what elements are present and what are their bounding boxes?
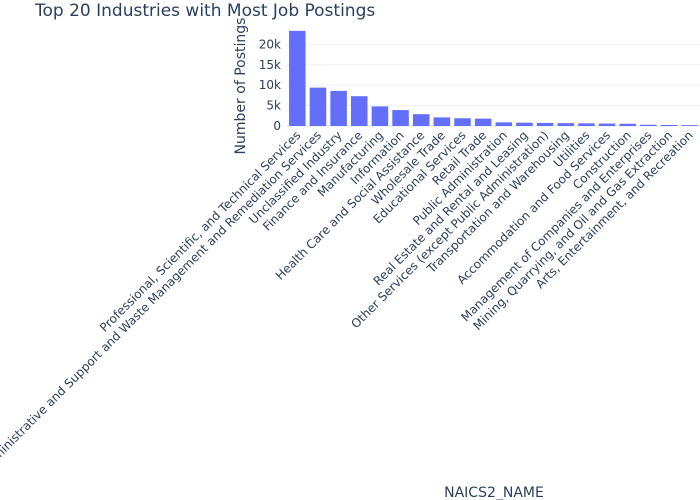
bar[interactable] (474, 118, 492, 126)
y-tick-label: 15k (259, 58, 281, 72)
bar[interactable] (640, 124, 657, 126)
bar[interactable] (557, 123, 575, 126)
grid (287, 43, 700, 127)
bar[interactable] (681, 125, 698, 126)
bar[interactable] (598, 123, 616, 126)
x-axis-ticks: Professional, Scientific, and Technical … (0, 128, 696, 474)
y-tick-label: 0 (273, 119, 281, 133)
x-axis-title: NAICS2_NAME (444, 485, 544, 500)
bar[interactable] (578, 123, 595, 126)
bar[interactable] (454, 118, 471, 126)
bar[interactable] (309, 87, 327, 126)
bar[interactable] (660, 124, 678, 126)
bar[interactable] (330, 90, 347, 126)
bar[interactable] (433, 117, 451, 126)
chart-title: Top 20 Industries with Most Job Postings (34, 1, 375, 21)
bar[interactable] (351, 96, 368, 126)
bar[interactable] (536, 122, 554, 126)
y-tick-label: 10k (259, 78, 281, 92)
x-tick-label: Administrative and Support and Waste Man… (0, 128, 324, 474)
bar[interactable] (392, 110, 409, 126)
bar[interactable] (516, 122, 533, 126)
y-tick-label: 20k (259, 37, 281, 51)
y-tick-label: 5k (266, 99, 281, 113)
bar[interactable] (619, 123, 636, 126)
y-axis-ticks: 0 5k 10k 15k 20k (259, 37, 281, 133)
bar[interactable] (371, 106, 389, 126)
bar[interactable] (289, 30, 306, 126)
bar[interactable] (412, 114, 430, 126)
x-tick-label: Professional, Scientific, and Technical … (97, 128, 303, 334)
bar[interactable] (495, 122, 513, 126)
bars (289, 30, 698, 126)
y-axis-title: Number of Postings (233, 18, 249, 155)
